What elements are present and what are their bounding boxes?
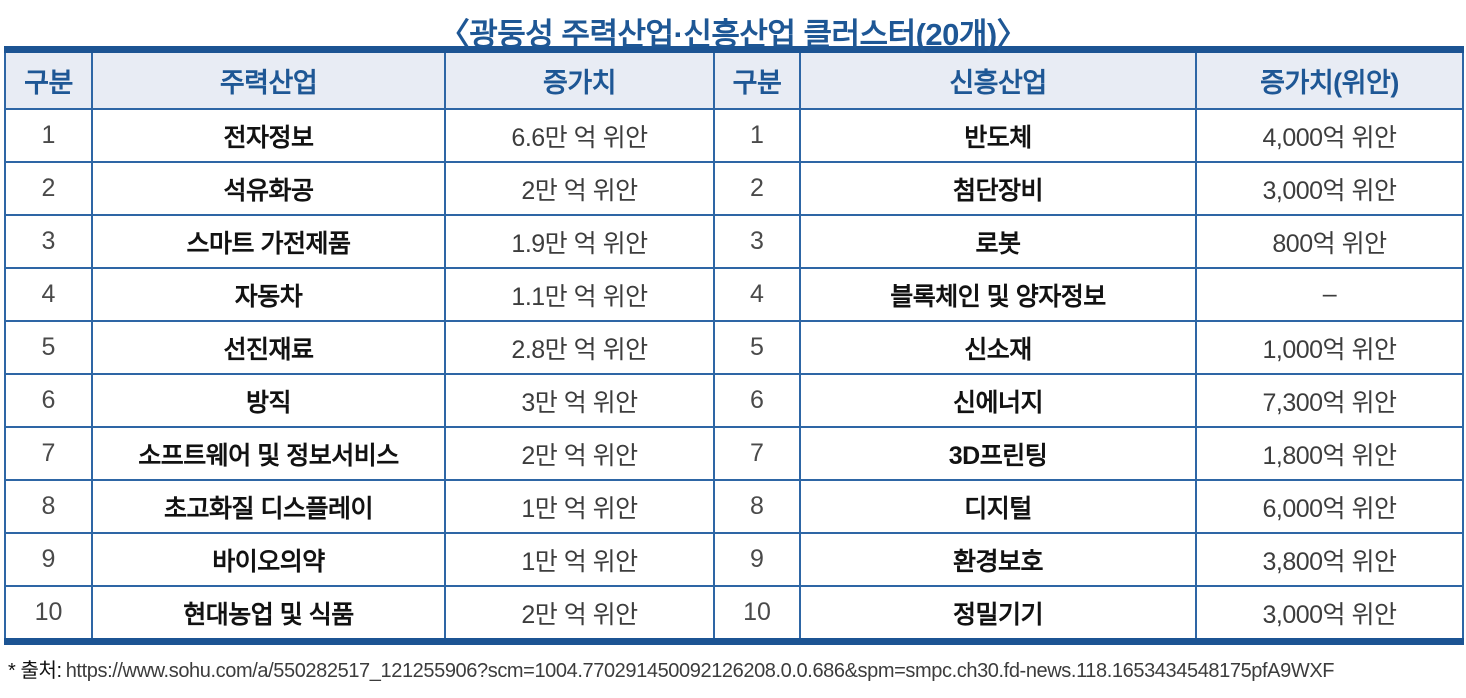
emerging-industry-value: 3,000억 위안: [1195, 161, 1464, 216]
industry-cluster-table: 구분 주력산업 증가치 구분 신흥산업 증가치(위안) 1 전자정보 6.6만 억 …: [4, 46, 1464, 645]
table-row: 3 스마트 가전제품 1.9만 억 위안 3 로봇 800억 위안: [4, 214, 1464, 269]
main-industry-value: 2만 억 위안: [444, 161, 715, 216]
row-number-right: 3: [713, 214, 801, 269]
emerging-industry-value: 3,000억 위안: [1195, 585, 1464, 643]
table-row: 2 석유화공 2만 억 위안 2 첨단장비 3,000억 위안: [4, 161, 1464, 216]
table-row: 9 바이오의약 1만 억 위안 9 환경보호 3,800억 위안: [4, 532, 1464, 587]
emerging-industry-name: 블록체인 및 양자정보: [799, 267, 1197, 322]
table-row: 4 자동차 1.1만 억 위안 4 블록체인 및 양자정보 –: [4, 267, 1464, 322]
header-no-right: 구분: [713, 48, 801, 110]
emerging-industry-name: 신소재: [799, 320, 1197, 375]
row-number-right: 1: [713, 108, 801, 163]
main-industry-value: 1만 억 위안: [444, 532, 715, 587]
row-number-right: 4: [713, 267, 801, 322]
main-industry-value: 3만 억 위안: [444, 373, 715, 428]
row-number-left: 9: [4, 532, 93, 587]
table-row: 5 선진재료 2.8만 억 위안 5 신소재 1,000억 위안: [4, 320, 1464, 375]
table-row: 1 전자정보 6.6만 억 위안 1 반도체 4,000억 위안: [4, 108, 1464, 163]
row-number-left: 3: [4, 214, 93, 269]
emerging-industry-name: 신에너지: [799, 373, 1197, 428]
main-industry-name: 자동차: [91, 267, 446, 322]
row-number-left: 4: [4, 267, 93, 322]
header-row: 구분 주력산업 증가치 구분 신흥산업 증가치(위안): [4, 48, 1464, 110]
row-number-left: 6: [4, 373, 93, 428]
row-number-right: 2: [713, 161, 801, 216]
source-note: * 출처: https://www.sohu.com/a/550282517_12…: [8, 654, 1466, 683]
row-number-right: 5: [713, 320, 801, 375]
main-industry-name: 소프트웨어 및 정보서비스: [91, 426, 446, 481]
emerging-industry-value: 6,000억 위안: [1195, 479, 1464, 534]
emerging-industry-name: 환경보호: [799, 532, 1197, 587]
row-number-left: 2: [4, 161, 93, 216]
emerging-industry-value: 7,300억 위안: [1195, 373, 1464, 428]
emerging-industry-value: 1,000억 위안: [1195, 320, 1464, 375]
main-industry-value: 1만 억 위안: [444, 479, 715, 534]
emerging-industry-name: 로봇: [799, 214, 1197, 269]
row-number-left: 10: [4, 585, 93, 643]
emerging-industry-name: 정밀기기: [799, 585, 1197, 643]
source-url: https://www.sohu.com/a/550282517_1212559…: [65, 660, 1335, 682]
row-number-right: 8: [713, 479, 801, 534]
main-industry-name: 선진재료: [91, 320, 446, 375]
main-industry-name: 스마트 가전제품: [91, 214, 446, 269]
emerging-industry-name: 첨단장비: [799, 161, 1197, 216]
main-industry-name: 바이오의약: [91, 532, 446, 587]
row-number-left: 8: [4, 479, 93, 534]
main-industry-value: 1.9만 억 위안: [444, 214, 715, 269]
table-header: 구분 주력산업 증가치 구분 신흥산업 증가치(위안): [4, 48, 1464, 110]
source-label: * 출처:: [8, 660, 62, 682]
emerging-industry-value: 1,800억 위안: [1195, 426, 1464, 481]
row-number-right: 6: [713, 373, 801, 428]
emerging-industry-value: –: [1195, 267, 1464, 322]
header-no-left: 구분: [4, 48, 93, 110]
table-row: 7 소프트웨어 및 정보서비스 2만 억 위안 7 3D프린팅 1,800억 위안: [4, 426, 1464, 481]
header-main-industry: 주력산업: [91, 48, 446, 110]
main-industry-value: 2.8만 억 위안: [444, 320, 715, 375]
header-emerging-value: 증가치(위안): [1195, 48, 1464, 110]
row-number-left: 1: [4, 108, 93, 163]
row-number-right: 9: [713, 532, 801, 587]
row-number-right: 7: [713, 426, 801, 481]
page-title: 〈광둥성 주력산업·신흥산업 클러스터(20개)〉: [438, 17, 1028, 52]
row-number-left: 5: [4, 320, 93, 375]
table-row: 6 방직 3만 억 위안 6 신에너지 7,300억 위안: [4, 373, 1464, 428]
main-industry-name: 석유화공: [91, 161, 446, 216]
emerging-industry-name: 3D프린팅: [799, 426, 1197, 481]
emerging-industry-value: 4,000억 위안: [1195, 108, 1464, 163]
row-number-left: 7: [4, 426, 93, 481]
main-industry-value: 6.6만 억 위안: [444, 108, 715, 163]
emerging-industry-value: 3,800억 위안: [1195, 532, 1464, 587]
table-body: 1 전자정보 6.6만 억 위안 1 반도체 4,000억 위안 2 석유화공 2만 억 위안 2…: [4, 108, 1464, 643]
emerging-industry-name: 반도체: [799, 108, 1197, 163]
main-industry-name: 초고화질 디스플레이: [91, 479, 446, 534]
table-row: 8 초고화질 디스플레이 1만 억 위안 8 디지털 6,000억 위안: [4, 479, 1464, 534]
emerging-industry-value: 800억 위안: [1195, 214, 1464, 269]
main-industry-value: 2만 억 위안: [444, 426, 715, 481]
header-emerging-industry: 신흥산업: [799, 48, 1197, 110]
header-main-value: 증가치: [444, 48, 715, 110]
emerging-industry-name: 디지털: [799, 479, 1197, 534]
table-row: 10 현대농업 및 식품 2만 억 위안 10 정밀기기 3,000억 위안: [4, 585, 1464, 643]
main-industry-value: 1.1만 억 위안: [444, 267, 715, 322]
main-industry-value: 2만 억 위안: [444, 585, 715, 643]
main-industry-name: 현대농업 및 식품: [91, 585, 446, 643]
main-industry-name: 전자정보: [91, 108, 446, 163]
main-industry-name: 방직: [91, 373, 446, 428]
row-number-right: 10: [713, 585, 801, 643]
